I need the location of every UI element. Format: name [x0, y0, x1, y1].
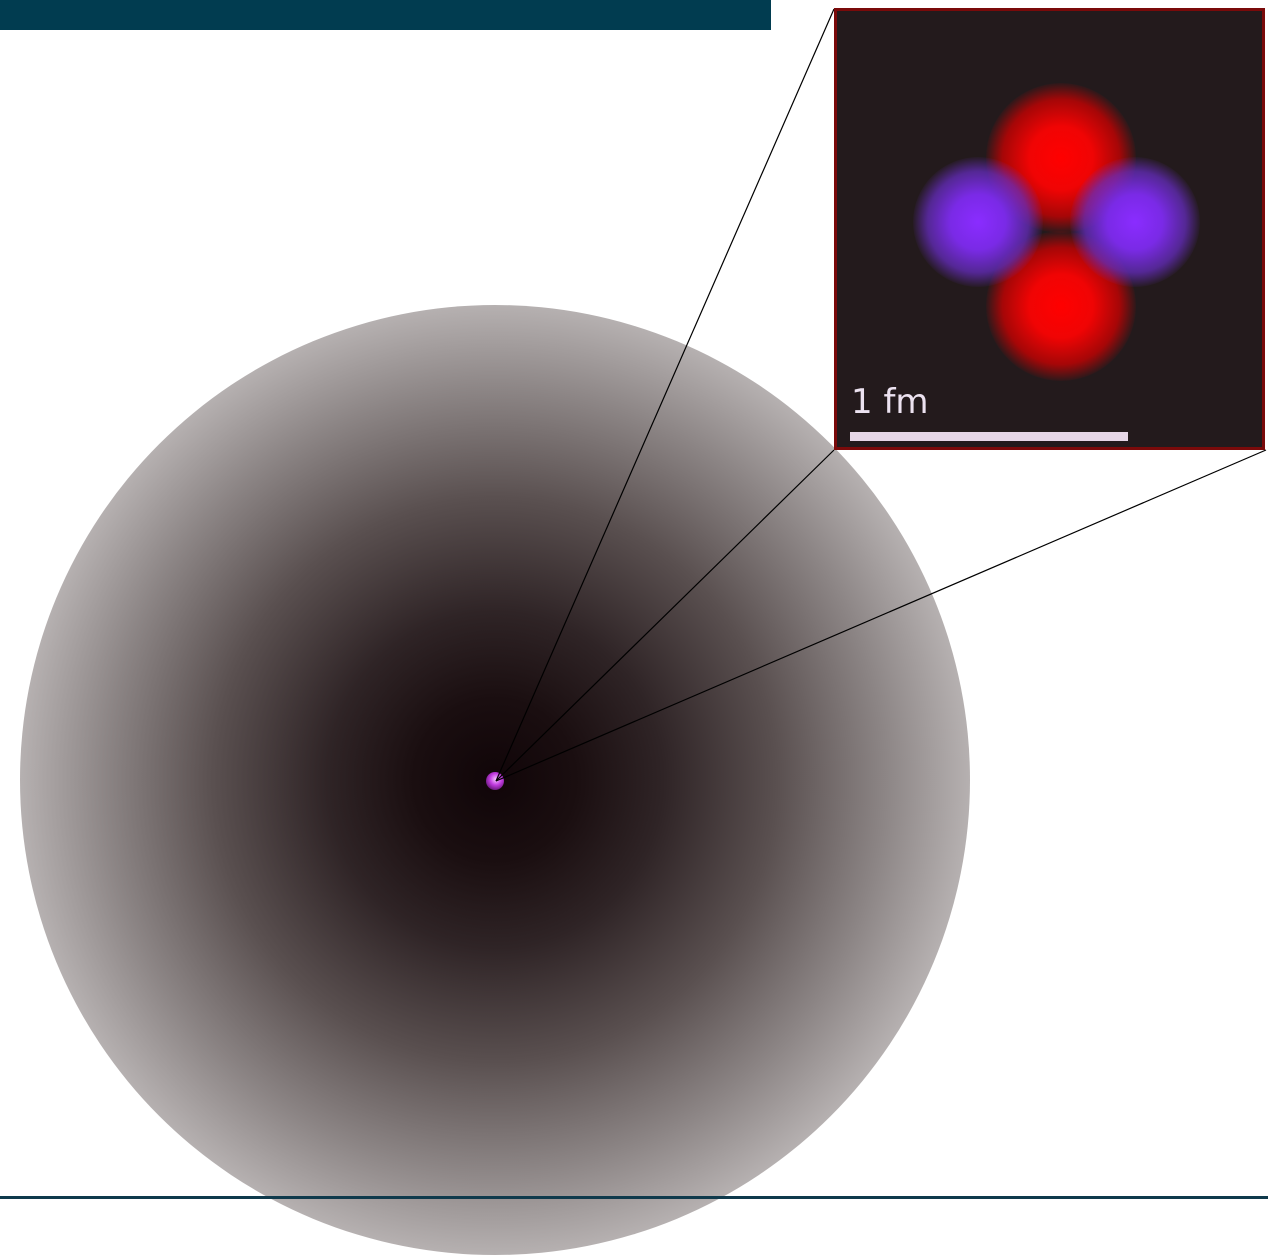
- top-banner: [0, 0, 771, 30]
- bottom-rule: [0, 1196, 1268, 1199]
- neutron-right: [1070, 157, 1200, 287]
- zoom-lines: [495, 8, 1267, 782]
- neutron-left: [913, 157, 1043, 287]
- zoom-line-bottom-left: [495, 449, 835, 782]
- zoom-line-bottom-right: [495, 449, 1267, 782]
- nucleus-inset: 1 fm: [834, 8, 1265, 450]
- scale-label: 1 fm: [851, 382, 929, 422]
- zoom-line-top-left: [495, 8, 835, 782]
- nucleus-dot: [486, 772, 504, 790]
- scale-bar: [850, 432, 1128, 441]
